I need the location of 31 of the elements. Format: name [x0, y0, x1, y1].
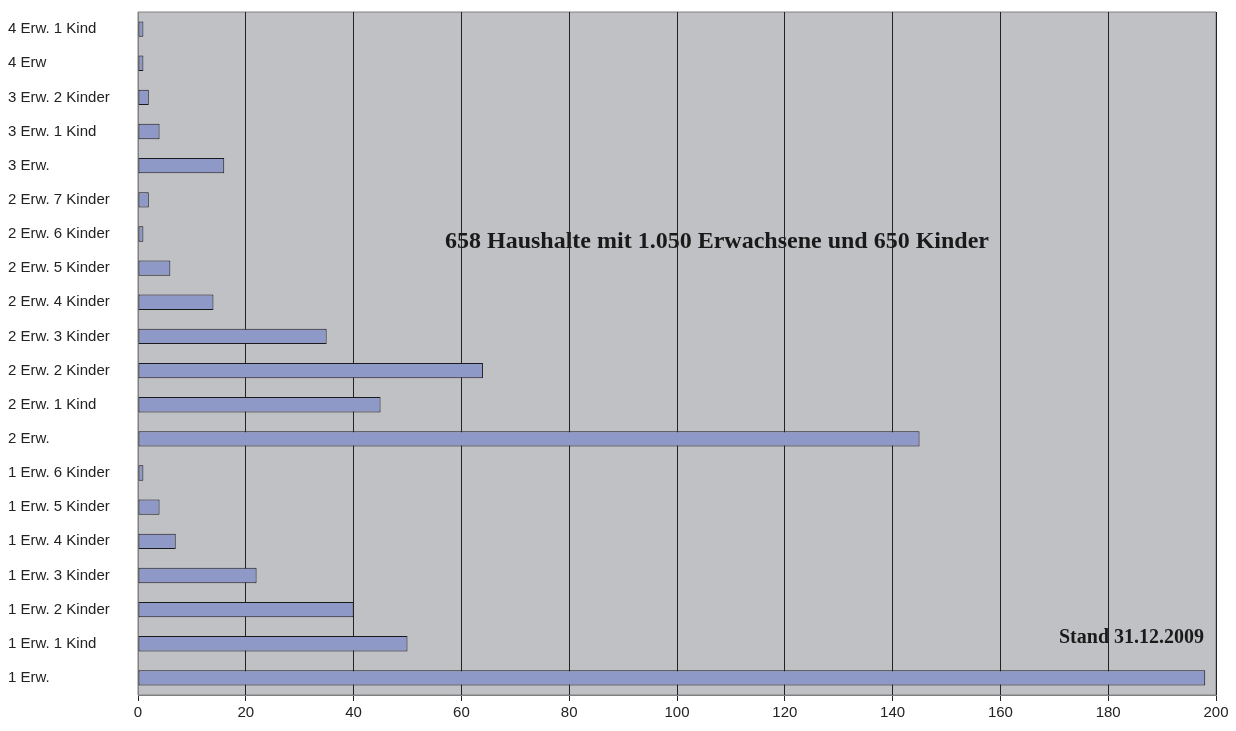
y-tick-label: 2 Erw. 1 Kind — [8, 394, 97, 412]
y-tick-label: 2 Erw. 3 Kinder — [8, 326, 110, 344]
y-tick-label: 2 Erw. — [8, 429, 50, 447]
x-tick-label: 40 — [345, 703, 362, 721]
x-tick-label: 200 — [1203, 703, 1229, 721]
y-tick-label: 3 Erw. 1 Kind — [8, 121, 97, 139]
y-tick-label: 4 Erw. 1 Kind — [8, 19, 97, 37]
y-tick-label: 4 Erw — [8, 53, 47, 71]
x-tick-label: 80 — [560, 703, 578, 721]
x-tick-label: 100 — [664, 703, 690, 721]
y-tick-label: 2 Erw. 4 Kinder — [8, 292, 110, 310]
y-tick-label: 2 Erw. 5 Kinder — [8, 258, 110, 276]
x-tick-label: 120 — [772, 703, 798, 721]
x-tick-label: 160 — [987, 703, 1013, 721]
y-tick-label: 1 Erw. 1 Kind — [8, 633, 97, 651]
x-tick-label: 180 — [1095, 703, 1121, 721]
y-tick-label: 3 Erw. — [8, 155, 50, 173]
y-tick-label: 1 Erw. 3 Kinder — [8, 565, 110, 583]
y-tick-label: 1 Erw. 6 Kinder — [8, 463, 110, 481]
y-tick-label: 2 Erw. 7 Kinder — [8, 189, 110, 207]
y-tick-label: 2 Erw. 2 Kinder — [8, 360, 110, 378]
y-tick-label: 1 Erw. — [8, 668, 50, 686]
x-tick-label: 60 — [453, 703, 470, 721]
y-tick-label: 1 Erw. 2 Kinder — [8, 599, 110, 617]
x-tick-label: 0 — [133, 703, 143, 721]
y-tick-label: 3 Erw. 2 Kinder — [8, 87, 110, 105]
y-tick-label: 2 Erw. 6 Kinder — [8, 224, 110, 242]
y-tick-label: 1 Erw. 4 Kinder — [8, 531, 110, 549]
x-tick-label: 20 — [237, 703, 255, 721]
y-tick-label: 1 Erw. 5 Kinder — [8, 497, 110, 515]
x-tick-label: 140 — [880, 703, 906, 721]
